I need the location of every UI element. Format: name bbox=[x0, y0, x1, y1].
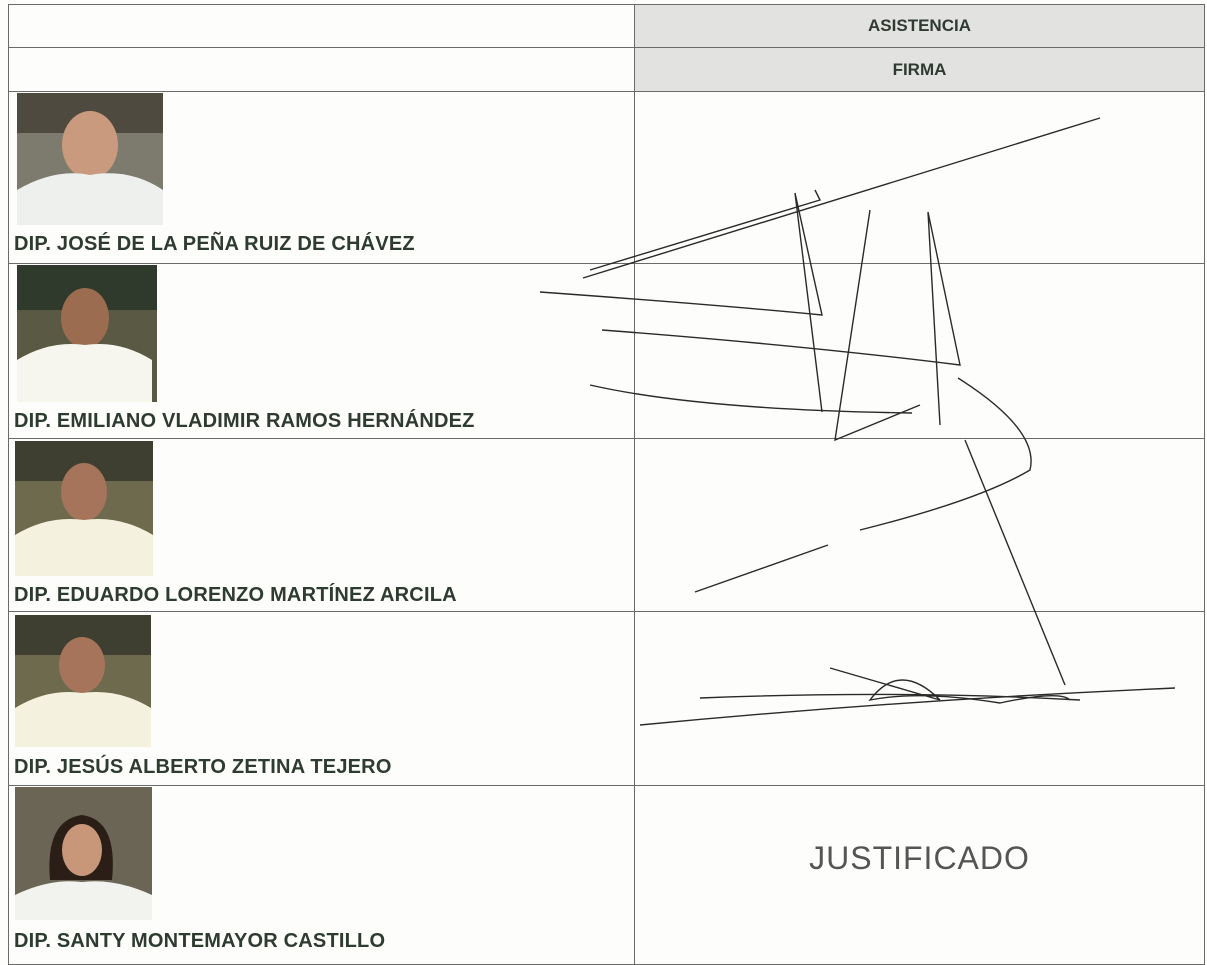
photo bbox=[15, 441, 153, 576]
deputy-name: DIP. SANTY MONTEMAYOR CASTILLO bbox=[14, 930, 386, 952]
deputy-name: DIP. EMILIANO VLADIMIR RAMOS HERNÁNDEZ bbox=[14, 410, 475, 432]
deputy-name: DIP. JESÚS ALBERTO ZETINA TEJERO bbox=[14, 756, 392, 778]
deputy-name: DIP. EDUARDO LORENZO MARTÍNEZ ARCILA bbox=[14, 584, 457, 606]
signature bbox=[539, 117, 1176, 726]
attendance-status: JUSTIFICADO bbox=[809, 840, 1030, 876]
deputy-name: DIP. JOSÉ DE LA PEÑA RUIZ DE CHÁVEZ bbox=[14, 233, 415, 255]
photo bbox=[15, 787, 152, 920]
photo bbox=[17, 265, 157, 402]
photo bbox=[15, 615, 151, 747]
photo bbox=[17, 93, 163, 225]
